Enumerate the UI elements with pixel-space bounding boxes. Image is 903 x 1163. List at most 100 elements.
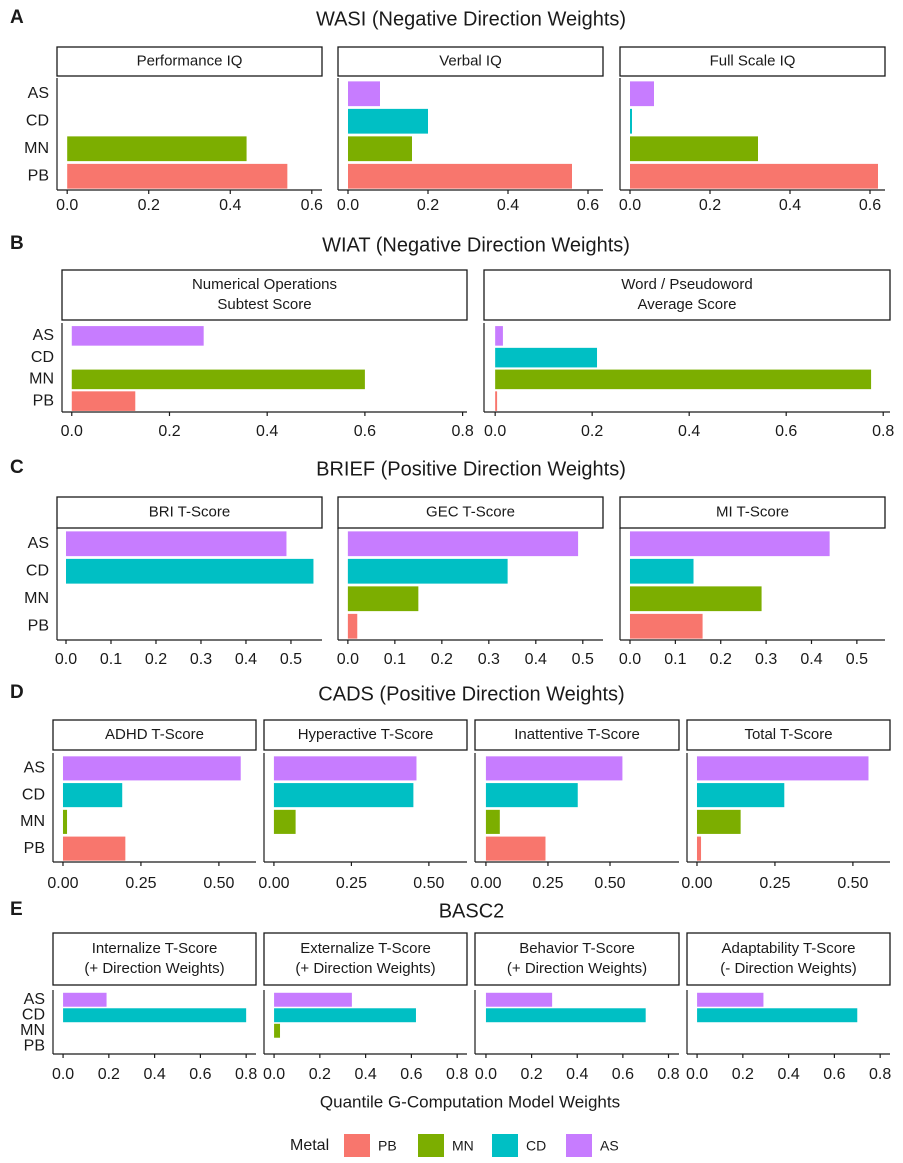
x-tick-label: 0.50 xyxy=(203,875,234,892)
bar xyxy=(67,163,288,189)
x-tick-label: 0.0 xyxy=(686,1066,708,1083)
bar xyxy=(630,136,758,162)
strip xyxy=(474,719,680,751)
panel-letter: E xyxy=(10,899,23,920)
bar xyxy=(347,613,358,639)
strip-label: Total T-Score xyxy=(744,726,832,743)
y-tick-label: MN xyxy=(24,590,49,607)
bar xyxy=(67,136,247,162)
bar xyxy=(485,836,546,861)
y-tick-label: CD xyxy=(22,1006,45,1023)
x-tick-label: 0.6 xyxy=(577,197,599,214)
legend-swatch xyxy=(492,1134,518,1157)
x-tick-label: 0.4 xyxy=(525,651,547,668)
bar xyxy=(485,809,500,834)
panel-title: BASC2 xyxy=(439,900,505,922)
x-tick-label: 0.00 xyxy=(258,875,289,892)
strip xyxy=(686,932,891,986)
bar xyxy=(273,756,417,781)
strip-label: Hyperactive T-Score xyxy=(298,726,434,743)
strip-label: (+ Direction Weights) xyxy=(507,960,647,977)
x-tick-label: 0.4 xyxy=(219,197,241,214)
legend-label: PB xyxy=(378,1138,397,1154)
bar xyxy=(630,81,654,107)
bar xyxy=(696,756,869,781)
x-tick-label: 0.5 xyxy=(846,651,868,668)
bar xyxy=(274,992,352,1007)
strip-label: Numerical Operations xyxy=(192,276,337,293)
x-tick-label: 0.4 xyxy=(497,197,519,214)
strip-label: Adaptability T-Score xyxy=(722,940,856,957)
panel-letter: D xyxy=(10,682,24,703)
bar xyxy=(630,163,878,189)
strip-label: Verbal IQ xyxy=(439,52,502,69)
x-tick-label: 0.0 xyxy=(484,423,506,440)
strip xyxy=(474,932,680,986)
x-tick-label: 0.2 xyxy=(158,423,180,440)
y-tick-label: CD xyxy=(31,349,54,366)
strip-label: (- Direction Weights) xyxy=(720,960,856,977)
x-tick-label: 0.5 xyxy=(572,651,594,668)
bar xyxy=(629,558,694,584)
strip-label: GEC T-Score xyxy=(426,503,515,520)
panel-title: CADS (Positive Direction Weights) xyxy=(318,683,624,705)
panel-title: BRIEF (Positive Direction Weights) xyxy=(316,458,626,480)
x-tick-label: 0.3 xyxy=(478,651,500,668)
strip-label: Externalize T-Score xyxy=(300,940,431,957)
x-tick-label: 0.4 xyxy=(800,651,822,668)
strip xyxy=(483,269,891,321)
x-tick-label: 0.6 xyxy=(823,1066,845,1083)
bar xyxy=(485,1008,646,1023)
x-tick-label: 0.2 xyxy=(417,197,439,214)
bar xyxy=(495,347,598,368)
strip xyxy=(337,496,604,529)
x-tick-label: 0.0 xyxy=(61,423,83,440)
x-tick-label: 0.2 xyxy=(309,1066,331,1083)
strip xyxy=(52,932,257,986)
x-tick-label: 0.1 xyxy=(100,651,122,668)
bar xyxy=(629,586,762,612)
x-tick-label: 0.0 xyxy=(337,197,359,214)
strip-label: Subtest Score xyxy=(217,296,311,313)
strip-label: Word / Pseudoword xyxy=(621,276,752,293)
x-tick-label: 0.4 xyxy=(566,1066,588,1083)
bar xyxy=(347,586,419,612)
x-tick-label: 0.4 xyxy=(235,651,257,668)
x-tick-label: 0.3 xyxy=(190,651,212,668)
bar xyxy=(347,558,508,584)
bar xyxy=(348,163,572,189)
y-tick-label: CD xyxy=(22,786,45,803)
x-tick-label: 0.8 xyxy=(235,1066,257,1083)
x-tick-label: 0.2 xyxy=(98,1066,120,1083)
y-tick-label: MN xyxy=(20,813,45,830)
strip xyxy=(337,46,604,77)
x-tick-label: 0.6 xyxy=(301,197,323,214)
x-tick-label: 0.2 xyxy=(732,1066,754,1083)
strip xyxy=(56,46,323,77)
x-tick-label: 0.2 xyxy=(138,197,160,214)
panel-title: WIAT (Negative Direction Weights) xyxy=(322,234,630,256)
bar xyxy=(71,326,204,346)
y-tick-label: MN xyxy=(29,371,54,388)
x-tick-label: 0.2 xyxy=(145,651,167,668)
strip xyxy=(52,719,257,751)
bar xyxy=(696,836,702,861)
x-tick-label: 0.5 xyxy=(280,651,302,668)
x-tick-label: 0.0 xyxy=(52,1066,74,1083)
bar xyxy=(495,369,872,390)
strip xyxy=(263,719,468,751)
legend-swatch xyxy=(566,1134,592,1157)
x-tick-label: 0.4 xyxy=(143,1066,165,1083)
x-tick-label: 0.50 xyxy=(837,875,868,892)
x-tick-label: 0.6 xyxy=(859,197,881,214)
bar xyxy=(65,558,314,584)
bar xyxy=(630,108,632,134)
x-tick-label: 0.0 xyxy=(619,651,641,668)
legend-label: AS xyxy=(600,1138,619,1154)
strip xyxy=(686,719,891,751)
x-tick-label: 0.8 xyxy=(657,1066,679,1083)
bar xyxy=(495,326,503,346)
x-tick-label: 0.0 xyxy=(263,1066,285,1083)
bar xyxy=(347,531,579,557)
legend-label: CD xyxy=(526,1138,546,1154)
